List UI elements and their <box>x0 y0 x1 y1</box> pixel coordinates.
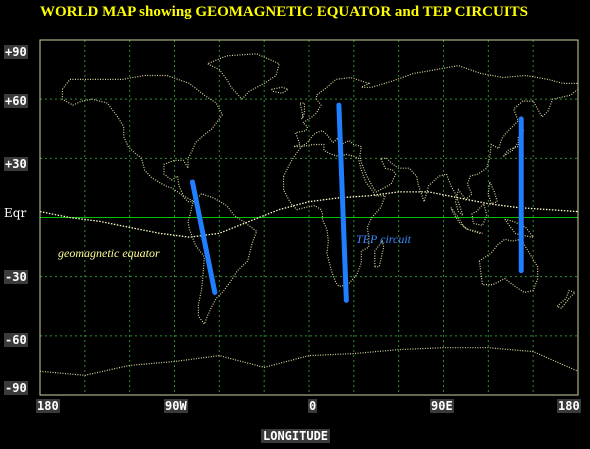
coastline <box>374 239 385 268</box>
coastline <box>294 88 579 218</box>
coastline <box>39 347 579 376</box>
lon-label-0: 0 <box>308 399 318 413</box>
map-title: WORLD MAP showing GEOMAGNETIC EQUATOR an… <box>40 4 529 20</box>
x-axis-title: LONGITUDE <box>261 429 331 443</box>
lat-label-equator: Eqr <box>4 206 27 220</box>
coastline <box>504 218 535 239</box>
lat-label-plus90: +90 <box>4 45 28 59</box>
coastline <box>467 228 483 234</box>
lat-label-plus30: +30 <box>4 157 28 171</box>
tep-circuit-line <box>336 102 349 303</box>
geomagnetic-equator-line <box>39 191 579 238</box>
coastline <box>283 143 387 288</box>
lon-label-180w: 180 <box>36 399 60 413</box>
grid-lines <box>40 40 578 395</box>
lat-label-minus30: -30 <box>4 270 28 284</box>
lat-label-minus90: -90 <box>4 381 28 395</box>
lat-label-plus60: +60 <box>4 94 28 108</box>
coastline <box>478 238 539 294</box>
map-frame <box>39 39 579 396</box>
lon-label-180e: 180 <box>557 399 581 413</box>
coastline <box>293 64 578 148</box>
tep-circuit-label: TEP circuit <box>356 232 411 246</box>
tep-circuit-line <box>189 179 218 295</box>
tep-circuits <box>189 102 524 303</box>
coastline <box>271 86 290 94</box>
coastline <box>450 207 468 230</box>
coastline <box>502 127 526 157</box>
geomagnetic-equator-label: geomagnetic equator <box>58 246 160 260</box>
coastlines <box>39 53 579 376</box>
lon-label-90e: 90E <box>430 399 454 413</box>
coastline <box>299 102 306 120</box>
lat-label-minus60: -60 <box>4 333 28 347</box>
lon-label-90w: 90W <box>164 399 188 413</box>
coastline <box>61 74 224 203</box>
coastline <box>471 202 488 227</box>
geomagnetic-equator-curve <box>39 191 579 238</box>
coastline <box>187 193 258 326</box>
